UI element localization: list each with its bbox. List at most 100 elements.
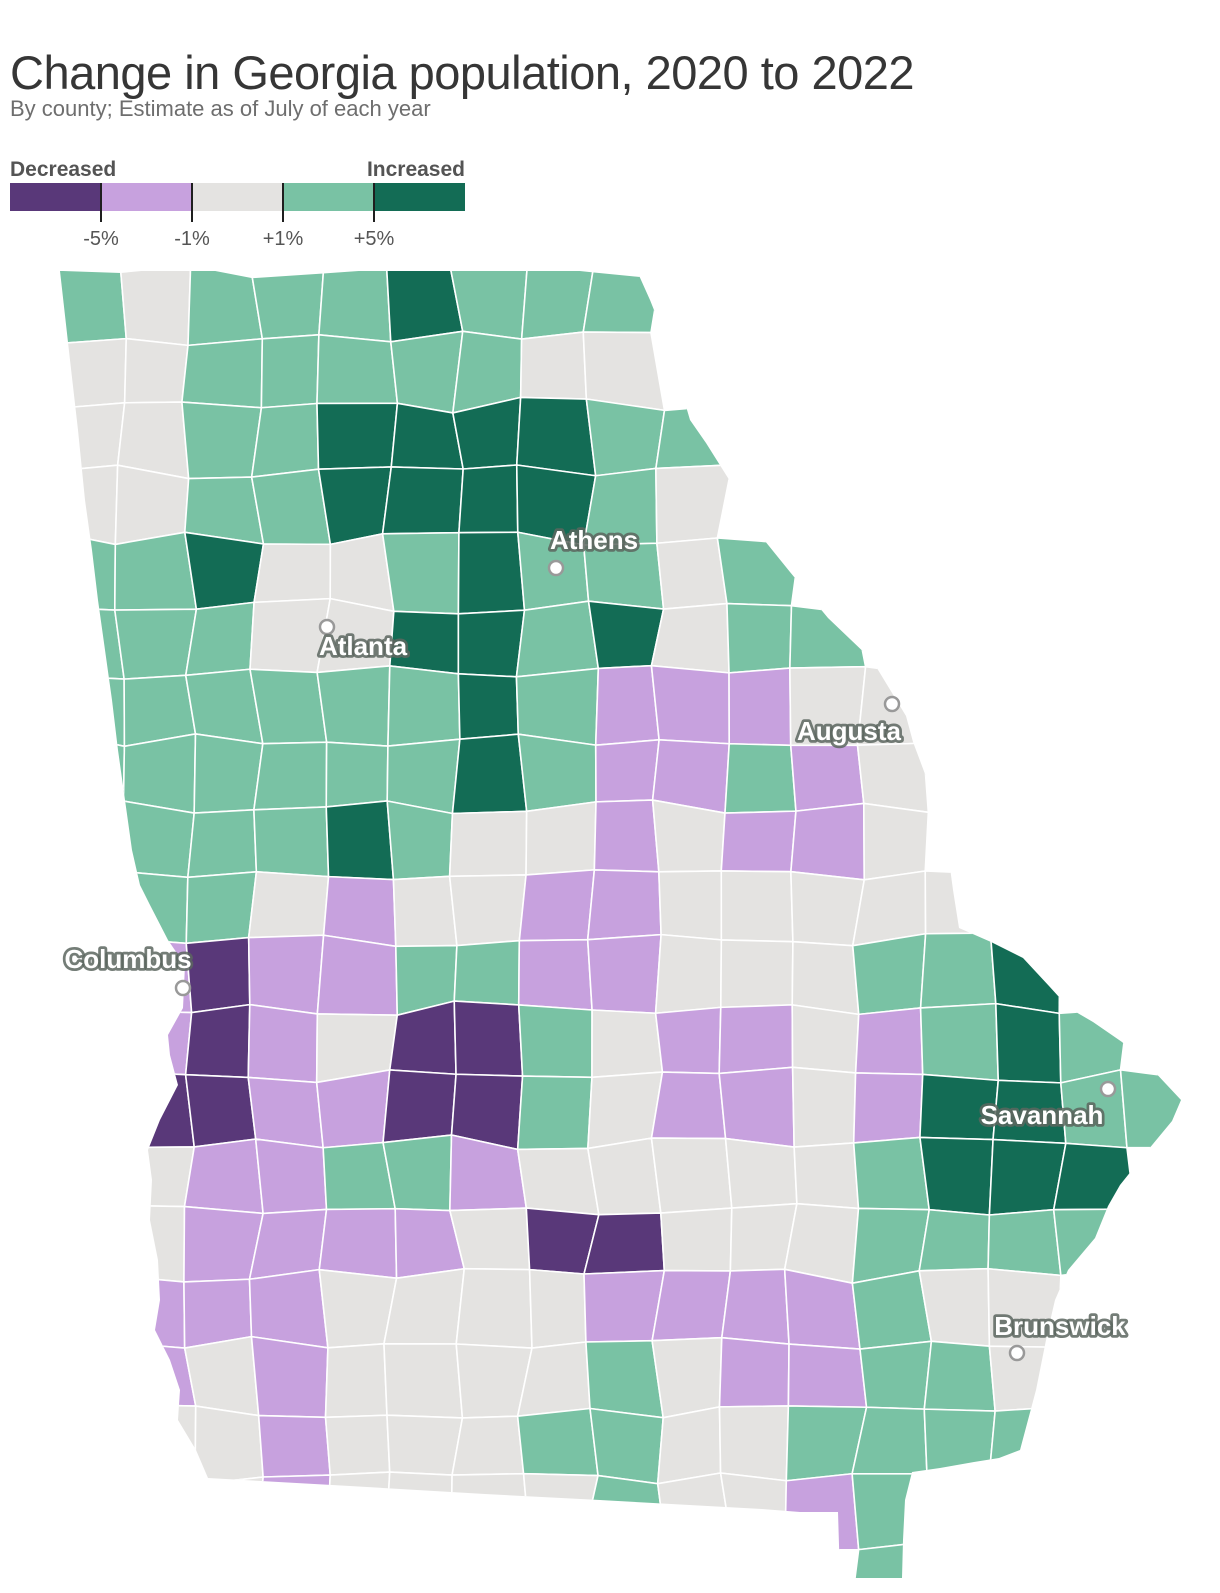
county-much_increased[interactable]	[457, 531, 526, 615]
county-increased[interactable]	[851, 1472, 932, 1551]
county-increased[interactable]	[123, 871, 189, 945]
county-increased[interactable]	[249, 668, 328, 745]
county-much_increased[interactable]	[457, 673, 520, 741]
county-decreased[interactable]	[728, 667, 792, 747]
county-increased[interactable]	[923, 1408, 996, 1486]
county-stable[interactable]	[247, 871, 330, 939]
county-increased[interactable]	[187, 265, 264, 347]
county-stable[interactable]	[724, 1137, 798, 1209]
county-much_increased[interactable]	[325, 800, 395, 881]
county-increased[interactable]	[387, 665, 461, 747]
county-much_increased[interactable]	[1052, 1142, 1136, 1211]
county-stable[interactable]	[862, 802, 930, 881]
county-stable[interactable]	[525, 801, 597, 876]
county-much_increased[interactable]	[457, 609, 526, 678]
county-much_increased[interactable]	[995, 1002, 1062, 1084]
county-stable[interactable]	[988, 1345, 1068, 1412]
county-increased[interactable]	[184, 601, 255, 677]
county-stable[interactable]	[183, 1335, 260, 1417]
county-stable[interactable]	[385, 1471, 453, 1541]
county-stable[interactable]	[587, 1137, 662, 1216]
county-stable[interactable]	[856, 742, 930, 814]
county-stable[interactable]	[114, 464, 190, 546]
county-increased[interactable]	[589, 1407, 665, 1485]
county-stable[interactable]	[591, 1009, 664, 1079]
county-stable[interactable]	[186, 1476, 264, 1550]
county-increased[interactable]	[789, 604, 867, 669]
county-decreased[interactable]	[784, 1472, 860, 1552]
county-stable[interactable]	[719, 939, 794, 1009]
county-increased[interactable]	[53, 731, 126, 802]
county-stable[interactable]	[324, 1414, 391, 1476]
county-increased[interactable]	[113, 608, 198, 680]
county-increased[interactable]	[49, 531, 117, 611]
county-stable[interactable]	[924, 870, 998, 935]
county-much_increased[interactable]	[451, 733, 528, 815]
county-much_increased[interactable]	[515, 396, 597, 477]
county-decreased[interactable]	[318, 1207, 398, 1279]
county-increased[interactable]	[520, 265, 594, 340]
county-increased[interactable]	[122, 733, 197, 814]
county-stable[interactable]	[49, 401, 126, 472]
county-increased[interactable]	[859, 1340, 933, 1410]
county-much_increased[interactable]	[183, 531, 265, 610]
county-decreased[interactable]	[257, 1414, 332, 1478]
county-stable[interactable]	[325, 1471, 391, 1547]
county-decreased[interactable]	[583, 1269, 666, 1343]
county-increased[interactable]	[193, 733, 264, 814]
county-increased[interactable]	[726, 602, 793, 674]
county-increased[interactable]	[250, 468, 332, 546]
county-stable[interactable]	[449, 1207, 531, 1271]
county-increased[interactable]	[316, 665, 391, 747]
county-stable[interactable]	[791, 1066, 857, 1148]
county-stable[interactable]	[386, 1414, 464, 1476]
county-stable[interactable]	[718, 1405, 790, 1482]
county-decreased[interactable]	[248, 1268, 329, 1349]
county-stable[interactable]	[656, 1406, 722, 1485]
county-stable[interactable]	[324, 1343, 388, 1419]
county-stable[interactable]	[582, 331, 666, 412]
county-stable[interactable]	[656, 537, 728, 610]
county-stable[interactable]	[123, 337, 189, 404]
county-increased[interactable]	[449, 265, 529, 340]
county-much_increased[interactable]	[316, 402, 399, 471]
county-increased[interactable]	[185, 871, 258, 945]
county-increased[interactable]	[60, 674, 126, 748]
county-stable[interactable]	[528, 1268, 587, 1349]
county-decreased[interactable]	[586, 933, 662, 1015]
county-much_increased[interactable]	[381, 466, 464, 535]
county-stable[interactable]	[720, 870, 794, 943]
county-increased[interactable]	[515, 600, 600, 678]
county-stable[interactable]	[655, 463, 733, 545]
county-increased[interactable]	[516, 1407, 599, 1477]
county-decreased[interactable]	[247, 934, 325, 1015]
county-increased[interactable]	[253, 806, 330, 878]
county-increased[interactable]	[318, 268, 392, 343]
county-stable[interactable]	[383, 1267, 466, 1345]
county-increased[interactable]	[655, 404, 733, 470]
county-stable[interactable]	[451, 1415, 525, 1476]
county-increased[interactable]	[987, 1208, 1062, 1277]
county-stable[interactable]	[114, 1479, 196, 1549]
county-increased[interactable]	[851, 932, 927, 1016]
county-stable[interactable]	[115, 1204, 186, 1283]
county-decreased[interactable]	[316, 934, 399, 1016]
county-decreased[interactable]	[315, 1069, 391, 1149]
county-increased[interactable]	[389, 330, 464, 414]
county-stable[interactable]	[658, 870, 723, 941]
county-decreased[interactable]	[254, 1138, 328, 1215]
county-much_increased[interactable]	[919, 1136, 994, 1216]
county-decreased[interactable]	[518, 869, 596, 942]
county-decreased[interactable]	[718, 1336, 790, 1408]
county-increased[interactable]	[852, 1136, 931, 1211]
county-stable[interactable]	[651, 1336, 723, 1419]
county-decreased[interactable]	[322, 875, 397, 948]
county-stable[interactable]	[719, 1472, 788, 1552]
county-stable[interactable]	[918, 1267, 991, 1348]
county-increased[interactable]	[585, 398, 666, 477]
county-increased[interactable]	[1119, 1069, 1194, 1149]
county-decreased[interactable]	[787, 1343, 868, 1409]
county-increased[interactable]	[453, 939, 521, 1006]
county-stable[interactable]	[450, 1472, 531, 1547]
county-stable[interactable]	[790, 870, 866, 947]
